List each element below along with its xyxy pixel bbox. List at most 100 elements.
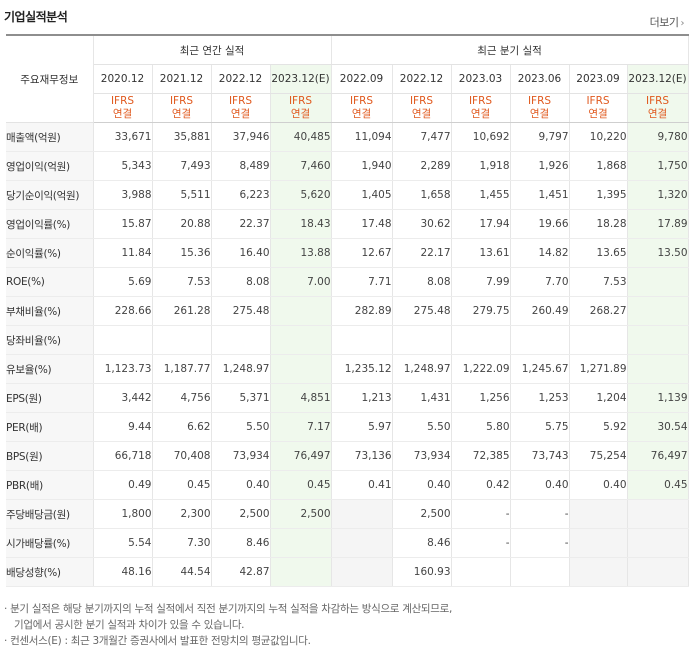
table-cell: 8,489 xyxy=(211,151,271,181)
table-cell: 7.53 xyxy=(569,267,628,297)
period-header: 2023.12(E) xyxy=(270,64,332,94)
table-cell: 42.87 xyxy=(211,557,271,587)
row-label: 유보율(%) xyxy=(6,354,94,384)
table-cell: 6.62 xyxy=(152,412,212,442)
row-label: PER(배) xyxy=(6,412,94,442)
period-header: 2022.12 xyxy=(392,64,452,94)
table-cell xyxy=(569,499,628,529)
row-label: 당기순이익(억원) xyxy=(6,180,94,210)
row-label: 시가배당률(%) xyxy=(6,528,94,558)
period-header: 2023.06 xyxy=(510,64,570,94)
table-row: 당좌비율(%) xyxy=(6,325,689,355)
table-cell: 282.89 xyxy=(330,296,393,326)
table-cell: 279.75 xyxy=(451,296,511,326)
table-cell: 10,692 xyxy=(451,122,511,152)
consolidated-label: 연결 xyxy=(230,108,251,120)
table-cell: 18.43 xyxy=(270,209,332,239)
table-cell: 35,881 xyxy=(152,122,212,152)
footnote-2: · 컨센서스(E) : 최근 3개월간 증권사에서 발표한 전망치의 평균값입니… xyxy=(4,635,311,647)
period-header: 2020.12 xyxy=(93,64,153,94)
table-cell: 70,408 xyxy=(152,441,212,471)
table-cell: 1,455 xyxy=(451,180,511,210)
table-cell: 1,271.89 xyxy=(569,354,628,384)
ifrs-label: IFRS xyxy=(645,95,670,107)
table-cell: 0.40 xyxy=(569,470,628,500)
table-cell: 33,671 xyxy=(93,122,153,152)
period-header: 2023.09 xyxy=(569,64,628,94)
table-cell: 66,718 xyxy=(93,441,153,471)
table-row: 주당배당금(원) 1,800 2,300 2,500 2,500 2,500- - xyxy=(6,499,689,529)
row-label: 부채비율(%) xyxy=(6,296,94,326)
table-cell: 1,235.12 xyxy=(330,354,393,384)
table-cell: 15.87 xyxy=(93,209,153,239)
table-cell xyxy=(627,354,689,384)
accounting-standard: IFRS 연결 xyxy=(392,93,452,123)
table-cell: 12.67 xyxy=(330,238,393,268)
table-cell: 5,511 xyxy=(152,180,212,210)
table-cell: 1,750 xyxy=(627,151,689,181)
ifrs-label: IFRS xyxy=(409,95,434,107)
table-cell: 19.66 xyxy=(510,209,570,239)
consolidated-label: 연결 xyxy=(470,108,491,120)
table-cell: 17.89 xyxy=(627,209,689,239)
table-cell: 1,213 xyxy=(330,383,393,413)
ifrs-label: IFRS xyxy=(468,95,493,107)
table-cell: 20.88 xyxy=(152,209,212,239)
table-cell: 0.45 xyxy=(152,470,212,500)
table-cell: 6,223 xyxy=(211,180,271,210)
table-cell: 1,918 xyxy=(451,151,511,181)
table-cell: 7,493 xyxy=(152,151,212,181)
table-cell: 7.00 xyxy=(270,267,332,297)
table-cell: - xyxy=(510,528,570,558)
table-cell: 1,800 xyxy=(93,499,153,529)
table-cell: 7.53 xyxy=(152,267,212,297)
table-cell xyxy=(510,557,570,587)
table-cell xyxy=(270,296,332,326)
table-cell xyxy=(392,325,452,355)
table-cell: 1,222.09 xyxy=(451,354,511,384)
table-cell: 9.44 xyxy=(93,412,153,442)
table-cell: 1,123.73 xyxy=(93,354,153,384)
ifrs-label: IFRS xyxy=(527,95,552,107)
table-cell: 4,756 xyxy=(152,383,212,413)
table-cell: 1,245.67 xyxy=(510,354,570,384)
row-label: PBR(배) xyxy=(6,470,94,500)
table-cell: 13.88 xyxy=(270,238,332,268)
table-cell: 8.46 xyxy=(211,528,271,558)
row-label: BPS(원) xyxy=(6,441,94,471)
table-cell: 13.61 xyxy=(451,238,511,268)
ifrs-label: IFRS xyxy=(288,95,313,107)
table-cell: 228.66 xyxy=(93,296,153,326)
table-cell: 22.37 xyxy=(211,209,271,239)
table-row: ROE(%) 5.69 7.53 8.08 7.00 7.71 8.08 7.99 7.70 7.… xyxy=(6,267,689,297)
table-cell: 7.17 xyxy=(270,412,332,442)
period-header: 2022.12 xyxy=(211,64,271,94)
table-cell: 2,500 xyxy=(270,499,332,529)
table-cell xyxy=(330,499,393,529)
table-cell: 16.40 xyxy=(211,238,271,268)
table-cell: 275.48 xyxy=(392,296,452,326)
table-row: 부채비율(%) 228.66 261.28 275.48 282.89 275.48 279… xyxy=(6,296,689,326)
table-cell xyxy=(510,325,570,355)
footnotes: · 분기 실적은 해당 분기까지의 누적 실적에서 직전 분기까지의 누적 실적… xyxy=(4,601,452,649)
table-cell xyxy=(627,296,689,326)
table-cell: 0.41 xyxy=(330,470,393,500)
row-label: EPS(원) xyxy=(6,383,94,413)
table-cell xyxy=(270,325,332,355)
table-cell: 275.48 xyxy=(211,296,271,326)
table-cell xyxy=(152,325,212,355)
table-cell: 1,256 xyxy=(451,383,511,413)
more-link[interactable]: 더보기 › xyxy=(650,14,685,30)
table-cell: 1,868 xyxy=(569,151,628,181)
table-cell: 30.54 xyxy=(627,412,689,442)
row-label: ROE(%) xyxy=(6,267,94,297)
table-cell: 2,289 xyxy=(392,151,452,181)
table-cell: 22.17 xyxy=(392,238,452,268)
table-cell: 1,940 xyxy=(330,151,393,181)
table-cell: 8.08 xyxy=(211,267,271,297)
table-cell: 1,926 xyxy=(510,151,570,181)
table-row: 당기순이익(억원) 3,988 5,511 6,223 5,620 1,405 1,658 1… xyxy=(6,180,689,210)
table-cell xyxy=(211,325,271,355)
row-label: 배당성향(%) xyxy=(6,557,94,587)
table-cell: 1,320 xyxy=(627,180,689,210)
